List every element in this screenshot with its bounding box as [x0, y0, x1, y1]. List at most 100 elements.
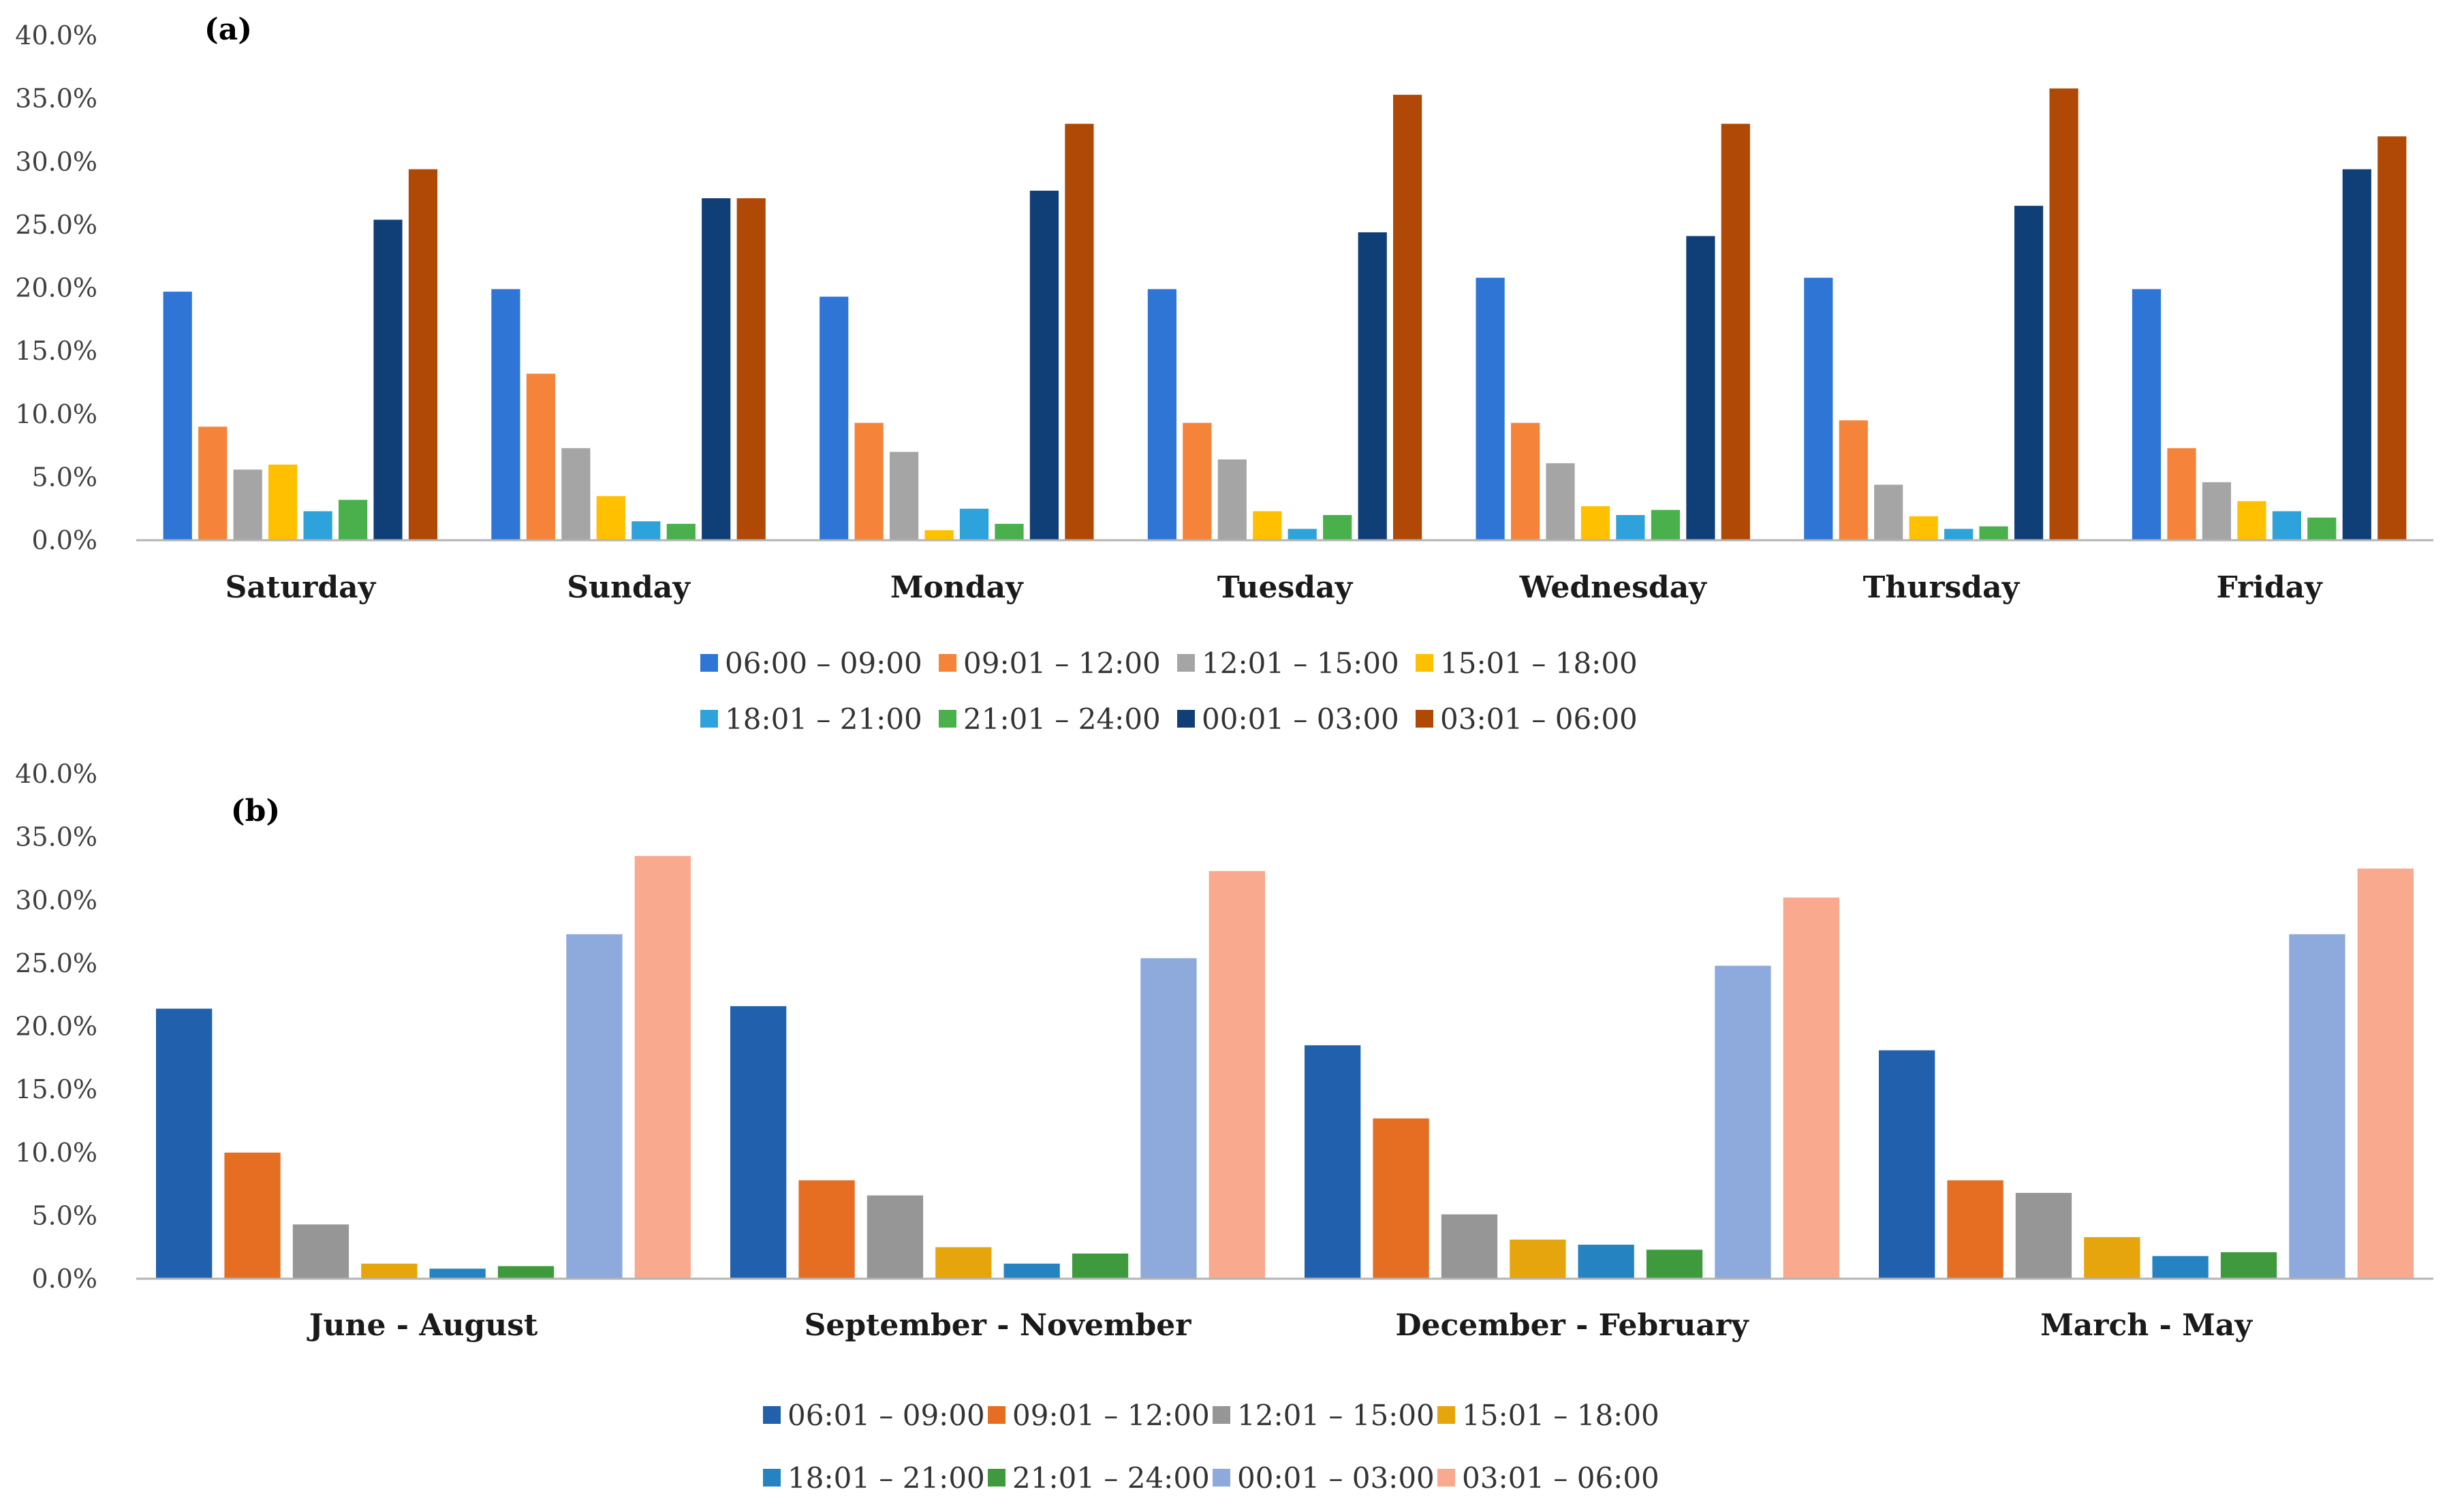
legend-swatch	[1213, 1406, 1230, 1424]
bar-saturday-series-4	[303, 511, 332, 540]
legend-label: 12:01 – 15:00	[1237, 1399, 1435, 1432]
legend-swatch	[988, 1406, 1005, 1424]
legend-swatch	[939, 654, 956, 672]
y-tick-label: 25.0%	[15, 210, 97, 240]
bar-tuesday-series-0	[1147, 289, 1176, 540]
bar-december-february-series-7	[1783, 897, 1839, 1279]
bar-september-november-series-0	[730, 1006, 787, 1279]
bar-june-august-series-2	[292, 1224, 349, 1279]
bar-march-may-series-5	[2220, 1252, 2277, 1279]
y-tick-label: 10.0%	[15, 1138, 97, 1168]
y-tick-label: 35.0%	[15, 84, 97, 114]
bar-tuesday-series-1	[1183, 422, 1212, 540]
bar-thursday-series-3	[1909, 516, 1938, 540]
bar-wednesday-series-7	[1721, 123, 1750, 540]
bar-september-november-series-2	[867, 1195, 924, 1279]
bar-march-may-series-3	[2084, 1236, 2140, 1279]
bar-saturday-series-3	[268, 464, 298, 540]
bar-thursday-series-7	[2049, 88, 2078, 541]
bar-wednesday-series-3	[1580, 506, 1610, 540]
legend-label: 00:01 – 03:00	[1237, 1461, 1435, 1495]
bar-friday-series-1	[2167, 448, 2196, 540]
legend-label: 21:01 – 24:00	[1012, 1461, 1210, 1495]
bar-sunday-series-7	[736, 198, 766, 540]
y-tick-label: 20.0%	[15, 1012, 97, 1042]
panel-label: (b)	[231, 794, 280, 828]
panel-label: (a)	[204, 12, 252, 47]
legend-label: 21:01 – 24:00	[963, 702, 1161, 736]
x-category-label: Saturday	[225, 570, 377, 605]
bar-friday-series-7	[2377, 136, 2407, 540]
bar-tuesday-series-4	[1288, 529, 1317, 540]
bar-thursday-series-2	[1874, 484, 1903, 540]
legend-label: 12:01 – 15:00	[1202, 647, 1399, 680]
legend-swatch	[763, 1469, 781, 1487]
bar-monday-series-1	[854, 422, 884, 540]
bar-march-may-series-0	[1879, 1050, 1935, 1279]
legend-label: 18:01 – 21:00	[725, 702, 922, 736]
y-tick-label: 0.0%	[31, 525, 97, 555]
bar-wednesday-series-0	[1476, 277, 1505, 540]
bar-saturday-series-5	[339, 499, 368, 540]
legend-swatch	[1437, 1469, 1455, 1487]
bar-march-may-series-1	[1947, 1180, 2003, 1279]
bar-friday-series-0	[2132, 289, 2162, 540]
bar-friday-series-3	[2237, 501, 2266, 540]
legend-label: 06:01 – 09:00	[787, 1399, 985, 1432]
bar-thursday-series-1	[1839, 420, 1868, 540]
legend-swatch	[700, 654, 718, 672]
x-category-label: Friday	[2216, 570, 2323, 605]
bar-friday-series-2	[2202, 482, 2231, 540]
bar-thursday-series-0	[1804, 277, 1833, 540]
bar-tuesday-series-7	[1393, 95, 1422, 541]
bar-december-february-series-4	[1578, 1245, 1634, 1279]
x-category-label: Thursday	[1863, 570, 2021, 605]
legend-label: 09:01 – 12:00	[963, 647, 1161, 680]
bar-september-november-series-7	[1208, 871, 1265, 1279]
bar-thursday-series-5	[1979, 526, 2008, 540]
y-tick-label: 10.0%	[15, 399, 97, 429]
y-tick-label: 5.0%	[31, 1200, 97, 1230]
bar-sunday-series-4	[631, 521, 661, 540]
legend-label: 09:01 – 12:00	[1012, 1399, 1210, 1432]
bar-september-november-series-1	[798, 1180, 855, 1279]
bar-sunday-series-3	[596, 496, 625, 540]
legend-swatch	[1213, 1469, 1230, 1487]
y-tick-label: 15.0%	[15, 1074, 97, 1104]
bar-june-august-series-0	[156, 1008, 213, 1279]
legend-label: 15:01 – 18:00	[1440, 647, 1638, 680]
bar-june-august-series-3	[361, 1263, 418, 1279]
bar-friday-series-6	[2342, 169, 2371, 540]
legend-label: 15:01 – 18:00	[1462, 1399, 1659, 1432]
y-tick-label: 35.0%	[15, 822, 97, 852]
bar-saturday-series-0	[163, 292, 192, 540]
x-category-label: June - August	[307, 1308, 538, 1343]
bar-friday-series-4	[2272, 511, 2301, 540]
bar-friday-series-5	[2307, 517, 2337, 540]
bar-sunday-series-5	[666, 523, 696, 540]
legend-swatch	[939, 710, 956, 728]
y-tick-label: 15.0%	[15, 336, 97, 366]
bar-monday-series-0	[820, 296, 849, 540]
bar-wednesday-series-5	[1651, 510, 1680, 540]
bar-december-february-series-0	[1305, 1045, 1361, 1279]
bar-december-february-series-2	[1441, 1214, 1498, 1279]
bar-december-february-series-6	[1715, 965, 1771, 1279]
y-tick-label: 40.0%	[15, 759, 97, 789]
x-category-label: March - May	[2040, 1308, 2253, 1343]
legend-label: 00:01 – 03:00	[1202, 702, 1399, 736]
legend-label: 06:00 – 09:00	[725, 647, 922, 680]
bar-wednesday-series-2	[1546, 463, 1575, 540]
bar-sunday-series-2	[561, 448, 591, 540]
x-category-label: Monday	[890, 570, 1024, 605]
y-tick-label: 0.0%	[31, 1264, 97, 1294]
legend-swatch	[988, 1469, 1005, 1487]
bar-monday-series-5	[995, 523, 1024, 540]
bar-monday-series-2	[890, 452, 919, 540]
legend-swatch	[1177, 654, 1195, 672]
legend-swatch	[763, 1406, 781, 1424]
x-category-label: Sunday	[567, 570, 691, 605]
chart-panel-b: 0.0% 5.0% 10.0% 15.0% 20.0% 25.0% 30.0% 35.0% 40…	[15, 759, 2433, 1495]
legend-swatch	[1416, 710, 1433, 728]
